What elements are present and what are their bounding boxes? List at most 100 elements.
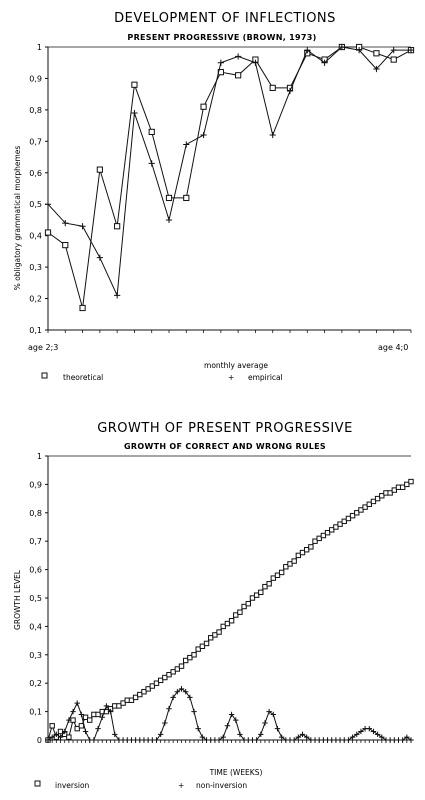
point-inversion bbox=[208, 635, 214, 641]
chart1-x-end-label: age 4;0 bbox=[378, 343, 408, 352]
chart2-xlabel: TIME (WEEKS) bbox=[209, 768, 263, 777]
point-non-inversion bbox=[216, 737, 222, 743]
y-tick-label: 1 bbox=[37, 452, 42, 461]
point-theoretical bbox=[165, 194, 173, 202]
point-inversion bbox=[191, 652, 197, 658]
point-non-inversion bbox=[153, 737, 160, 743]
series-line-inversion bbox=[47, 481, 412, 741]
legend-non-inversion-marker: + bbox=[178, 781, 184, 790]
point-theoretical bbox=[148, 128, 155, 136]
series-line-empirical bbox=[47, 46, 411, 298]
point-non-inversion bbox=[379, 734, 385, 740]
point-inversion bbox=[320, 532, 327, 539]
point-empirical bbox=[304, 47, 311, 54]
point-inversion bbox=[274, 572, 281, 578]
point-inversion bbox=[366, 501, 372, 507]
point-inversion bbox=[312, 538, 318, 544]
point-empirical bbox=[235, 53, 242, 60]
point-empirical bbox=[373, 65, 380, 73]
point-non-inversion bbox=[103, 703, 110, 709]
point-inversion bbox=[220, 623, 226, 630]
point-empirical bbox=[356, 47, 363, 54]
point-inversion bbox=[241, 603, 247, 610]
y-tick-label: 0,5 bbox=[29, 594, 42, 603]
point-inversion bbox=[374, 495, 381, 502]
point-non-inversion bbox=[220, 734, 226, 740]
point-non-inversion bbox=[57, 734, 64, 740]
legend-inversion-marker bbox=[34, 780, 41, 787]
point-inversion bbox=[354, 510, 360, 516]
point-inversion bbox=[370, 498, 377, 505]
point-inversion bbox=[258, 589, 264, 596]
point-inversion bbox=[228, 618, 235, 624]
point-theoretical bbox=[200, 103, 207, 110]
point-inversion bbox=[120, 700, 126, 706]
point-inversion bbox=[141, 689, 147, 695]
point-inversion bbox=[295, 552, 302, 559]
point-non-inversion bbox=[199, 734, 206, 740]
point-non-inversion bbox=[91, 737, 97, 743]
point-inversion bbox=[345, 515, 352, 522]
point-inversion bbox=[137, 691, 143, 698]
series-line-theoretical bbox=[47, 46, 412, 309]
point-inversion bbox=[166, 671, 172, 678]
point-non-inversion bbox=[253, 737, 260, 743]
chart1-legend: theoretical + empirical bbox=[41, 372, 283, 382]
point-non-inversion bbox=[374, 731, 381, 738]
point-inversion bbox=[303, 547, 310, 553]
y-tick-label: 0,2 bbox=[29, 679, 42, 688]
point-non-inversion bbox=[274, 725, 281, 732]
point-non-inversion bbox=[112, 731, 118, 738]
point-empirical bbox=[200, 131, 207, 139]
point-inversion bbox=[216, 629, 222, 635]
point-inversion bbox=[291, 558, 297, 564]
chart1-ylabel: % obligatory grammatical morphemes bbox=[13, 146, 22, 291]
y-tick-label: 0,6 bbox=[29, 169, 42, 178]
point-theoretical bbox=[96, 166, 103, 173]
point-empirical bbox=[62, 219, 69, 227]
point-inversion bbox=[87, 717, 93, 723]
y-tick-label: 0,8 bbox=[29, 509, 42, 518]
point-non-inversion bbox=[191, 708, 197, 715]
y-tick-label: 0,2 bbox=[29, 295, 42, 304]
point-empirical bbox=[148, 160, 155, 167]
point-non-inversion bbox=[278, 734, 285, 740]
point-non-inversion bbox=[162, 720, 168, 726]
y-tick-label: 0,9 bbox=[29, 74, 42, 83]
chart1-xlabel: monthly average bbox=[204, 361, 268, 370]
chart1-plot: 0,1 0,2 0,3 0,4 0,5 0,6 0,7 0,8 0,9 1 bbox=[29, 43, 415, 335]
point-theoretical bbox=[390, 56, 397, 63]
point-inversion bbox=[287, 561, 293, 567]
point-empirical bbox=[165, 216, 173, 224]
point-non-inversion bbox=[295, 734, 302, 740]
point-empirical bbox=[252, 59, 259, 66]
point-theoretical bbox=[62, 242, 69, 249]
point-theoretical bbox=[114, 223, 121, 230]
point-inversion bbox=[203, 640, 210, 647]
point-inversion bbox=[178, 663, 185, 669]
point-theoretical bbox=[131, 81, 138, 88]
point-non-inversion bbox=[399, 737, 406, 743]
point-theoretical bbox=[44, 229, 52, 236]
point-inversion bbox=[49, 723, 55, 729]
point-theoretical bbox=[79, 304, 86, 312]
point-non-inversion bbox=[187, 694, 193, 701]
point-non-inversion bbox=[66, 717, 72, 723]
legend-inversion-label: inversion bbox=[55, 781, 90, 790]
point-inversion bbox=[187, 654, 193, 661]
point-inversion bbox=[95, 711, 101, 718]
chart2-legend: inversion + non-inversion bbox=[34, 780, 247, 790]
y-tick-label: 0,8 bbox=[29, 106, 42, 115]
chart1-x-start-label: age 2;3 bbox=[28, 343, 58, 352]
point-non-inversion bbox=[237, 731, 243, 738]
point-non-inversion bbox=[299, 731, 306, 738]
point-inversion bbox=[116, 703, 122, 709]
y-tick-label: 0,5 bbox=[29, 200, 42, 209]
point-inversion bbox=[379, 493, 385, 499]
legend-theoretical-marker bbox=[41, 372, 48, 379]
chart1-subtitle: PRESENT PROGRESSIVE (BROWN, 1973) bbox=[127, 33, 316, 42]
point-non-inversion bbox=[358, 728, 364, 735]
point-inversion bbox=[391, 487, 398, 493]
point-inversion bbox=[224, 620, 231, 627]
